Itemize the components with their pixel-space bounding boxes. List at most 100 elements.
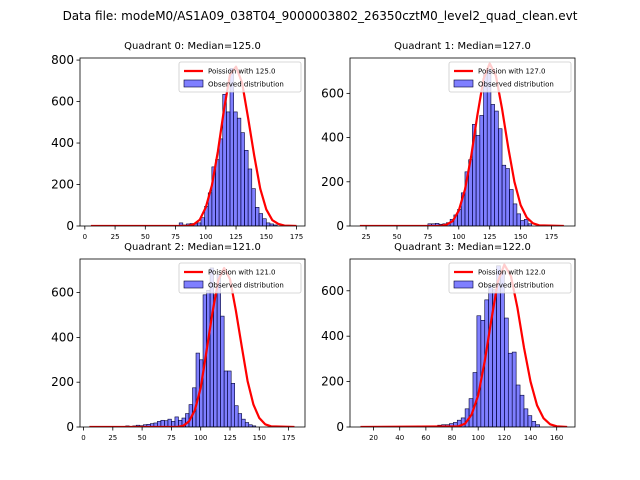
legend-label: Observed distribution [478,282,554,290]
subplots: Quadrant 0: Median=125.0 0 25 50 75 100 125 150… [51,41,576,442]
y-tick-label: 600 [51,95,74,109]
x-tick-label: 60 [421,434,430,442]
y-tick-label: 400 [321,329,344,343]
x-tick-label: 150 [253,434,266,442]
x-tick-label: 140 [524,434,537,442]
x-tick-label: 100 [199,233,212,241]
subplot-3: Quadrant 3: Median=122.0 20 40 60 80 100 120 14… [321,242,576,442]
histogram-bar [223,370,228,427]
legend-label: Observed distribution [478,81,554,89]
y-tick-label: 400 [321,131,344,145]
figure-title: Data file: modeM0/AS1A09_038T04_90000038… [63,9,578,23]
x-tick-label: 150 [260,233,273,241]
histogram-bar [216,274,221,427]
legend: Poission with 122.0 Observed distribution [448,262,572,294]
histogram-bar [486,68,492,226]
x-tick-label: 175 [545,233,558,241]
histogram-bar [501,164,507,226]
x-tick-label: 100 [194,434,207,442]
x-tick-label: 125 [223,434,236,442]
x-tick-label: 50 [393,233,402,241]
histogram-bar [488,285,493,427]
histogram-bar [213,294,218,427]
x-tick-label: 80 [448,434,457,442]
histogram-bar [511,351,517,427]
histogram-bar [200,217,205,226]
histogram-bar [244,422,250,427]
legend-label: Poission with 125.0 [208,68,276,76]
histogram-bar [500,272,505,427]
x-tick-label: 100 [452,233,465,241]
histogram-bar [236,117,242,226]
histogram-bar [167,418,172,427]
plot-area [359,62,564,226]
histogram-bar [531,421,537,427]
histogram-bar [220,315,225,427]
legend-box [178,262,302,294]
y-tick-label: 0 [66,219,74,233]
legend-bar-swatch [453,280,474,289]
histogram-bar [519,394,525,427]
histogram-bar [244,149,249,226]
histogram-bar [265,222,271,226]
histogram-bar [247,168,253,226]
x-tick-label: 50 [138,434,147,442]
subplot-title: Quadrant 0: Median=125.0 [124,41,261,52]
y-tick-label: 800 [51,53,74,67]
histogram-bar [505,168,510,226]
histogram-bar [226,111,231,226]
histogram-bar [504,317,509,427]
y-tick-label: 200 [51,375,74,389]
y-tick-label: 0 [66,420,74,434]
histogram-bar [524,219,529,226]
histogram-bar [523,408,529,427]
x-tick-label: 20 [369,434,378,442]
x-tick-label: 40 [395,434,404,442]
legend-bar-swatch [183,79,204,88]
x-tick-label: 25 [108,434,117,442]
histogram-bar [241,418,246,427]
y-tick-label: 0 [336,420,344,434]
y-tick-label: 600 [321,86,344,100]
y-tick-label: 600 [51,286,74,300]
histogram-bar [512,203,518,226]
histogram-bar [174,416,179,427]
axes-frame [79,57,306,227]
x-tick-label: 160 [550,434,563,442]
subplot-title: Quadrant 1: Median=127.0 [394,41,531,52]
histogram-bar [215,159,220,226]
legend-box [178,61,302,93]
histogram-bar [509,189,514,226]
subplot-title: Quadrant 3: Median=122.0 [394,242,531,253]
histogram-bar [240,132,245,226]
histogram-bar [273,224,278,226]
histogram-bar [490,104,495,226]
histogram-bar [498,128,503,226]
y-tick-label: 600 [321,284,344,298]
axes-frame [349,57,576,227]
subplot-2: Quadrant 2: Median=121.0 0 25 50 75 100 125 150… [51,242,306,442]
axes-frame [79,258,306,428]
legend: Poission with 125.0 Observed distribution [178,61,302,93]
y-tick-label: 200 [321,175,344,189]
histogram-bar [255,207,260,226]
x-tick-label: 125 [483,233,496,241]
histogram-bar [262,218,267,226]
legend-label: Observed distribution [208,81,284,89]
legend-label: Poission with 122.0 [478,269,546,277]
x-tick-label: 25 [362,233,371,241]
legend-box [448,262,572,294]
x-tick-label: 100 [472,434,485,442]
histogram-bar [233,111,238,226]
histogram-bar [520,220,525,226]
x-tick-label: 120 [498,434,511,442]
histogram-bar [507,352,513,427]
legend-box [448,61,572,93]
y-tick-label: 200 [51,178,74,192]
histogram-bar [516,213,521,226]
y-tick-label: 0 [336,219,344,233]
x-tick-label: 175 [282,434,295,442]
histogram-bar [251,188,256,226]
y-tick-label: 400 [51,330,74,344]
legend-label: Poission with 127.0 [478,68,546,76]
